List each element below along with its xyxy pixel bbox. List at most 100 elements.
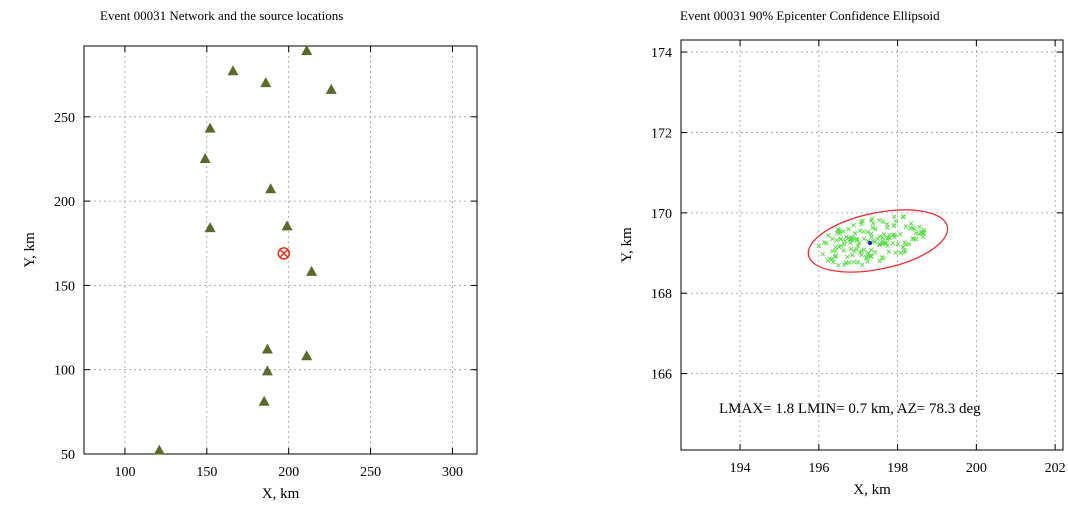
solution-point: [820, 251, 826, 257]
solution-point: [872, 239, 878, 245]
solution-point: [833, 244, 838, 250]
solution-point: [834, 238, 839, 243]
x-tick-label: 196: [808, 461, 829, 476]
y-tick-label: 174: [651, 46, 672, 61]
solution-point: [826, 233, 831, 238]
station-triangle: [265, 183, 277, 194]
station-triangle: [258, 395, 270, 406]
solution-point: [829, 256, 835, 262]
solution-point: [861, 229, 866, 235]
solution-point: [910, 236, 915, 242]
solution-point: [846, 227, 851, 232]
solution-point: [879, 241, 885, 246]
solution-point: [886, 249, 892, 254]
solution-point: [898, 250, 904, 256]
station-triangle: [153, 444, 165, 455]
solution-point: [859, 252, 864, 258]
solution-point: [838, 237, 843, 242]
solution-point: [880, 219, 886, 224]
station-triangle: [301, 350, 313, 361]
solution-point: [908, 221, 914, 226]
solution-point: [859, 262, 865, 268]
station-triangle: [199, 152, 211, 163]
station-triangle: [260, 77, 272, 88]
x-tick-label: 150: [196, 465, 217, 480]
y-tick-label: 150: [54, 279, 75, 294]
solution-point: [857, 250, 863, 255]
solution-point: [900, 244, 906, 250]
solution-point: [913, 230, 919, 236]
solution-point: [920, 234, 926, 240]
solution-point: [841, 248, 846, 253]
solution-point: [848, 240, 853, 246]
solution-point: [881, 232, 887, 237]
solution-point: [902, 240, 908, 245]
solution-point: [852, 231, 858, 236]
station-triangle: [306, 265, 318, 276]
solution-point: [851, 259, 857, 265]
solution-point: [840, 229, 846, 234]
solution-point: [917, 224, 922, 230]
solution-point: [861, 236, 867, 242]
x-tick-label: 194: [730, 461, 751, 476]
x-tick-label: 200: [966, 461, 987, 476]
solution-point: [858, 219, 864, 225]
solution-point: [865, 229, 871, 235]
solution-point: [829, 236, 835, 242]
station-triangle: [261, 365, 273, 376]
station-triangle: [204, 122, 216, 133]
solution-point: [855, 243, 861, 249]
y-tick-label: 170: [651, 207, 672, 222]
solution-point: [870, 225, 875, 230]
solution-point: [833, 253, 839, 259]
solution-point: [843, 234, 849, 240]
station-triangle: [301, 45, 313, 56]
solution-point: [850, 252, 855, 258]
y-axis-label: Y, km: [22, 232, 38, 268]
solution-point: [836, 227, 841, 233]
y-tick-label: 100: [54, 364, 75, 379]
solution-point: [893, 250, 898, 256]
source-marker: [277, 247, 291, 260]
chart-ellipsoid: 194 196 198 200 202 166 168 170 172 174 X, km Y, km…: [619, 39, 1066, 498]
y-tick-label: 172: [651, 126, 672, 141]
plot-frame: [83, 45, 478, 455]
solution-point: [911, 236, 917, 242]
solution-point: [877, 234, 883, 239]
solution-point: [836, 244, 842, 250]
confidence-ellipse: [807, 209, 949, 273]
station-triangle: [281, 220, 293, 231]
chart-title-ellipsoid: Event 00031 90% Epicenter Confidence Ell…: [680, 8, 940, 23]
solution-point: [865, 259, 870, 264]
solution-point: [849, 235, 854, 241]
solution-point: [825, 258, 831, 264]
x-tick-label: 200: [278, 465, 299, 480]
solution-point: [893, 218, 899, 224]
solution-point: [869, 216, 875, 222]
x-axis-label: X, km: [262, 486, 300, 502]
y-tick-label: 250: [54, 111, 75, 126]
solution-point: [890, 241, 896, 246]
y-tick-label: 168: [651, 287, 672, 302]
station-triangle: [204, 222, 216, 233]
solution-point: [855, 260, 861, 265]
solution-point: [861, 247, 867, 253]
solution-point: [912, 226, 917, 232]
solution-point: [902, 249, 908, 255]
solution-point: [891, 214, 897, 219]
ellipse-annotation: LMAX= 1.8 LMIN= 0.7 km, AZ= 78.3 deg: [719, 401, 981, 417]
solution-point: [891, 223, 896, 228]
station-triangle: [227, 65, 239, 76]
solution-point: [868, 247, 874, 253]
solution-point: [830, 259, 836, 265]
solution-point: [868, 254, 874, 259]
plot-frame: [680, 39, 1064, 451]
solution-point: [848, 246, 854, 252]
epicenter-point: [867, 240, 873, 246]
solution-point: [877, 218, 882, 223]
chart-title-network: Event 00031 Network and the source locat…: [100, 8, 344, 23]
solution-point: [901, 214, 906, 220]
solution-point: [868, 231, 874, 237]
solution-point: [884, 221, 890, 227]
